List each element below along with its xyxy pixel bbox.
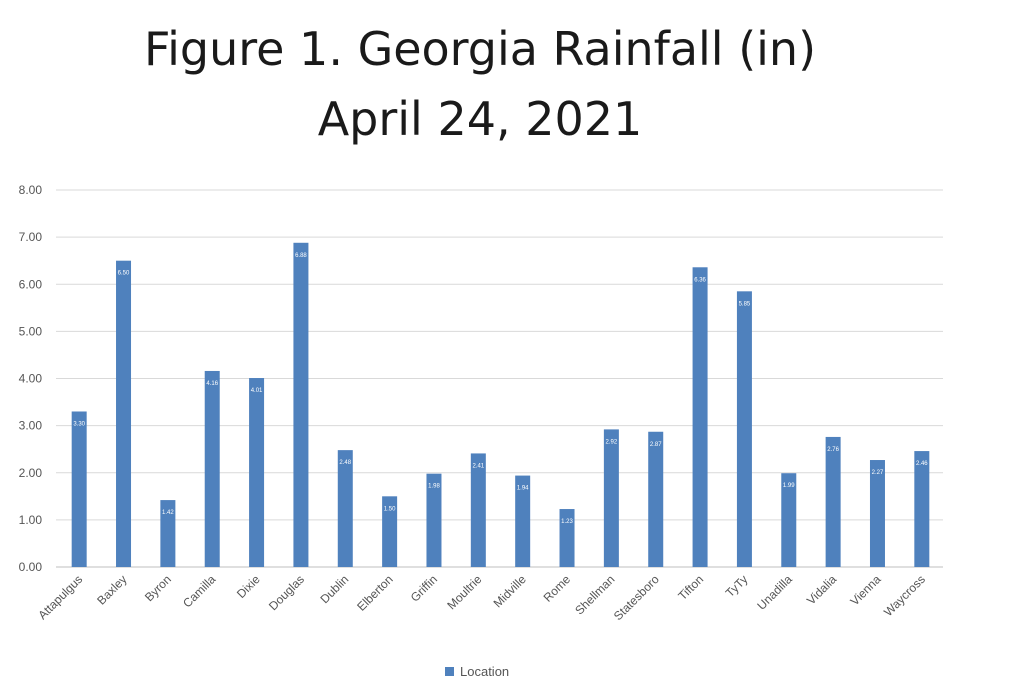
x-tick-label: Waycross (881, 572, 928, 619)
x-tick-label: Moultrie (444, 572, 484, 612)
x-tick-label: Douglas (266, 572, 307, 613)
data-label: 6.88 (295, 253, 307, 259)
bar (382, 496, 398, 567)
y-tick-label: 1.00 (19, 513, 43, 527)
data-label: 4.01 (251, 388, 263, 394)
data-label: 2.41 (472, 463, 484, 469)
chart-title: Figure 1. Georgia Rainfall (in) (143, 22, 817, 76)
x-tick-label: Attapulgus (35, 572, 85, 622)
y-tick-label: 0.00 (19, 560, 43, 574)
x-tick-label: Byron (142, 572, 174, 604)
data-label: 1.42 (162, 510, 174, 516)
y-tick-label: 4.00 (19, 372, 43, 386)
legend: Location (445, 664, 509, 679)
x-tick-label: Tifton (675, 572, 706, 603)
bar (781, 473, 797, 567)
bar (160, 500, 176, 567)
bar (648, 431, 664, 567)
data-label: 2.92 (606, 439, 618, 445)
chart-subtitle: April 24, 2021 (317, 92, 643, 146)
x-tick-label: Griffin (408, 572, 440, 604)
x-tick-label: Statesboro (611, 572, 662, 623)
bar (71, 411, 87, 567)
data-label: 2.27 (872, 470, 884, 476)
x-tick-label: Shellman (572, 572, 617, 617)
y-tick-label: 3.00 (19, 419, 43, 433)
data-label: 1.23 (561, 519, 573, 525)
x-tick-label: Dublin (317, 572, 351, 606)
x-tick-label: Elberton (354, 572, 396, 614)
data-label: 6.36 (694, 277, 706, 283)
bar (736, 291, 752, 567)
bar (603, 429, 619, 567)
data-label: 2.48 (339, 460, 351, 466)
bar (470, 453, 486, 567)
data-label: 2.87 (650, 442, 662, 448)
bar (559, 509, 575, 567)
y-tick-label: 2.00 (19, 466, 43, 480)
bar (337, 450, 353, 567)
x-tick-label: Midville (491, 572, 529, 610)
bar (914, 451, 930, 567)
bar (116, 260, 132, 567)
data-label: 6.50 (118, 271, 130, 277)
x-tick-label: Rome (541, 572, 574, 605)
bar (204, 370, 220, 567)
x-tick-label: Vidalia (804, 572, 839, 607)
data-label: 1.99 (783, 483, 795, 489)
bar (426, 473, 442, 567)
y-tick-label: 7.00 (19, 230, 43, 244)
legend-label: Location (460, 664, 510, 679)
bar (515, 475, 531, 567)
data-label: 2.46 (916, 461, 928, 467)
x-tick-label: Vienna (847, 572, 883, 608)
x-tick-label: Camilla (180, 572, 218, 610)
data-label: 1.98 (428, 484, 440, 490)
x-tick-label: Dixie (234, 572, 263, 601)
bar (293, 242, 309, 567)
y-tick-label: 5.00 (19, 324, 43, 338)
x-tick-label: TyTy (723, 572, 751, 600)
bar (825, 436, 841, 567)
data-label: 4.16 (206, 381, 218, 387)
data-label: 2.76 (827, 447, 839, 453)
bar (869, 460, 885, 567)
bar (249, 378, 265, 567)
data-label: 1.50 (384, 506, 396, 512)
data-label: 1.94 (517, 486, 529, 492)
y-tick-label: 8.00 (19, 183, 43, 197)
y-tick-label: 6.00 (19, 277, 43, 291)
x-tick-label: Unadilla (754, 572, 795, 613)
x-tick-label: Baxley (94, 572, 129, 607)
legend-swatch (445, 667, 454, 676)
data-label: 3.30 (73, 421, 85, 427)
bar (692, 267, 708, 567)
data-label: 5.85 (739, 301, 751, 307)
